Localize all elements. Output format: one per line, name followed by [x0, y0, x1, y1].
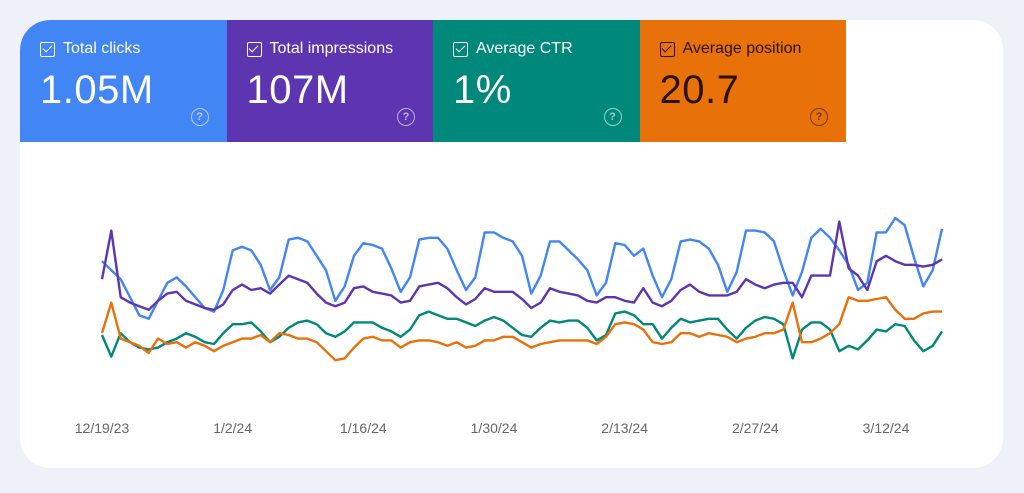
series-line-4	[100, 296, 942, 362]
checkbox-checked-icon[interactable]	[453, 41, 468, 57]
performance-card: Total clicks 1.05M ? Total impressions 1…	[20, 20, 1003, 468]
series-line-3	[100, 310, 944, 360]
x-tick-label: 3/12/24	[863, 420, 910, 436]
checkbox-checked-icon[interactable]	[40, 41, 55, 57]
x-tick-label: 1/30/24	[471, 420, 518, 436]
metric-value: 20.7	[659, 68, 740, 112]
metric-label: Average position	[682, 40, 802, 57]
x-tick-label: 12/19/23	[75, 420, 130, 436]
x-tick-label: 1/2/24	[213, 420, 252, 436]
checkbox-checked-icon[interactable]	[659, 41, 675, 57]
x-tick-label: 2/27/24	[732, 420, 779, 436]
metric-label: Total clicks	[63, 40, 141, 57]
metric-tile-average-position[interactable]: Average position 20.7 ?	[639, 20, 846, 142]
metric-value: 1.05M	[40, 68, 154, 112]
x-tick-label: 2/13/24	[601, 420, 648, 436]
help-icon[interactable]: ?	[810, 108, 828, 126]
series-line-1	[101, 216, 944, 320]
metric-tile-average-ctr[interactable]: Average CTR 1% ?	[433, 20, 640, 142]
metric-value: 1%	[453, 68, 512, 112]
metric-label: Total impressions	[269, 40, 394, 57]
checkbox-checked-icon[interactable]	[246, 41, 262, 57]
x-tick-label: 1/16/24	[340, 420, 387, 436]
metric-tile-total-impressions[interactable]: Total impressions 107M ?	[226, 20, 433, 142]
metric-tiles: Total clicks 1.05M ? Total impressions 1…	[20, 20, 846, 142]
performance-line-chart: 12/19/23 1/2/24 1/16/24 1/30/24 2/13/24 2/27/…	[75, 216, 944, 436]
metric-label: Average CTR	[476, 40, 573, 57]
series-line-2	[100, 220, 943, 311]
metric-value: 107M	[246, 68, 349, 112]
help-icon[interactable]: ?	[190, 108, 209, 126]
metric-tile-total-clicks[interactable]: Total clicks 1.05M ?	[20, 20, 227, 142]
help-icon[interactable]: ?	[397, 108, 415, 126]
help-icon[interactable]: ?	[603, 108, 622, 126]
